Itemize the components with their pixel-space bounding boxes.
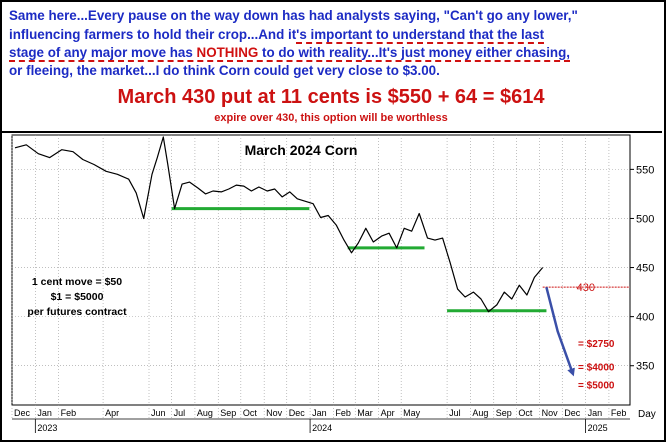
contract-note-line: $1 = $5000 [51,291,104,303]
x-tick-label: Mar [357,408,373,418]
x-tick-label: Feb [335,408,351,418]
headline-line-3: stage of any major move has NOTHING to d… [9,45,571,62]
plot-border [11,134,631,406]
x-tick-label: Jan [312,408,327,418]
contract-note-line: 1 cent move = $50 [32,276,122,288]
headline-line-1: Same here...Every pause on the way down … [9,8,578,23]
y-tick-label: 400 [636,312,654,324]
contract-note-line: per futures contract [27,306,127,318]
year-label: 2025 [588,423,608,433]
x-tick-label: Aug [197,408,213,418]
x-tick-label: Jun [151,408,166,418]
x-tick-label: Nov [266,408,283,418]
x-tick-label: Nov [542,408,559,418]
put-offer-text: March 430 put at 11 cents is $550 + 64 =… [117,86,545,108]
target-label: = $2750 [578,339,615,350]
support-lines [171,207,547,313]
x-tick-label: Oct [518,408,533,418]
headline-line-4: or fleeing, the market...I do think Corn… [9,63,440,78]
x-tick-label: May [403,408,421,418]
x-tick-label: Apr [105,408,119,418]
strike-label: 430 [577,282,595,294]
x-axis-unit: Day [638,409,656,420]
x-tick-label: Sep [220,408,236,418]
y-tick-label: 500 [636,213,654,225]
x-tick-label: Jan [37,408,52,418]
price-line [14,136,544,313]
x-tick-label: Jul [449,408,461,418]
year-label: 2024 [312,423,332,433]
year-label: 2023 [37,423,57,433]
y-tick-label: 550 [636,164,654,176]
headline-panel: Same here...Every pause on the way down … [0,0,662,133]
chart-labels: Dec Jan Feb Apr Jun Jul Aug Sep Oct Nov Dec Jan Feb M… [14,142,656,433]
expiry-note: expire over 430, this option will be wor… [214,112,448,124]
headline-line-2: influencing farmers to hold their crop..… [9,27,545,44]
projection-arrow [545,286,575,377]
x-tick-label: Dec [14,408,31,418]
x-tick-label: Dec [564,408,581,418]
chart-title: March 2024 Corn [245,142,358,158]
x-tick-label: Jul [174,408,186,418]
x-tick-label: Feb [611,408,627,418]
y-tick-label: 350 [636,361,654,373]
target-label: = $4000 [578,363,615,374]
projection-arrow-path [545,286,575,377]
target-label: = $5000 [578,380,615,391]
x-tick-label: Feb [61,408,77,418]
x-tick-label: Apr [381,408,395,418]
price-series [14,136,544,313]
x-tick-label: Sep [496,408,512,418]
x-tick-label: Oct [243,408,258,418]
x-tick-label: Aug [472,408,488,418]
x-tick-label: Dec [289,408,306,418]
y-tick-label: 450 [636,263,654,275]
corn-price-chart: Dec Jan Feb Apr Jun Jul Aug Sep Oct Nov Dec Jan Feb M… [11,134,656,433]
x-tick-label: Jan [588,408,603,418]
grid [11,134,634,433]
